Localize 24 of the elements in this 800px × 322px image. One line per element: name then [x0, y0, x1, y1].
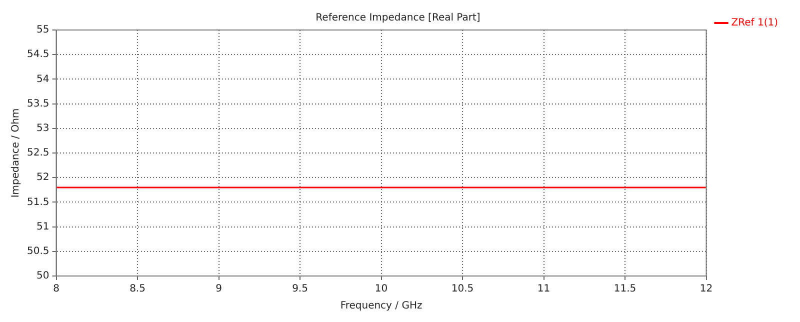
- x-tick-label: 8: [53, 284, 60, 295]
- x-axis-title: Frequency / GHz: [340, 300, 422, 312]
- x-tick-label: 9: [216, 284, 222, 295]
- chart-title: Reference Impedance [Real Part]: [316, 12, 480, 24]
- y-tick-label: 54: [36, 74, 50, 85]
- x-tick-label: 10: [374, 284, 388, 295]
- legend-label: ZRef 1(1): [731, 18, 778, 29]
- y-tick-label: 53: [36, 122, 50, 134]
- y-tick-label: 51.5: [27, 196, 50, 208]
- y-tick-label: 51: [36, 221, 50, 232]
- y-axis-title: Impedance / Ohm: [10, 108, 22, 198]
- x-tick-label: 11.5: [614, 284, 636, 295]
- x-tick-label: 11: [537, 284, 550, 295]
- y-tick-label: 50.5: [27, 246, 50, 257]
- x-tick-label: 10.5: [451, 284, 474, 295]
- x-tick-label: 8.5: [130, 284, 146, 295]
- y-tick-label: 54.5: [27, 49, 50, 60]
- x-tick-label: 12: [700, 284, 713, 295]
- y-tick-label: 52.5: [27, 148, 50, 159]
- y-tick-label: 50: [36, 270, 50, 282]
- y-tick-label: 52: [36, 172, 50, 184]
- y-tick-label: 55: [36, 24, 50, 36]
- x-tick-label: 9.5: [292, 284, 308, 295]
- y-tick-label: 53.5: [27, 98, 50, 110]
